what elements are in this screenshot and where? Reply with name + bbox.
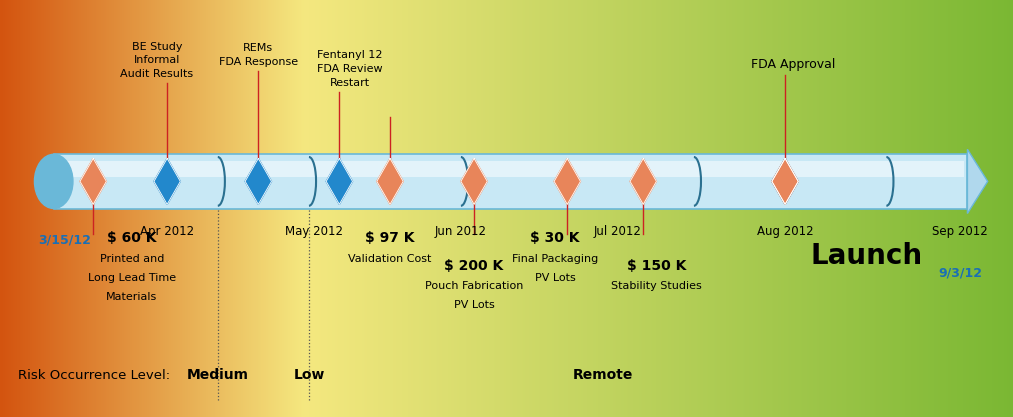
Polygon shape [772, 158, 798, 204]
Text: Long Lead Time: Long Lead Time [88, 273, 175, 283]
Text: REMs: REMs [243, 43, 274, 53]
Text: Aug 2012: Aug 2012 [757, 225, 813, 238]
Text: $ 97 K: $ 97 K [366, 231, 414, 246]
Text: PV Lots: PV Lots [454, 300, 494, 310]
Text: Apr 2012: Apr 2012 [140, 225, 194, 238]
Polygon shape [377, 158, 403, 204]
Text: FDA Response: FDA Response [219, 57, 298, 67]
Text: May 2012: May 2012 [285, 225, 343, 238]
Polygon shape [80, 158, 106, 204]
Bar [58, 161, 964, 177]
Text: Jul 2012: Jul 2012 [594, 225, 642, 238]
Text: FDA Approval: FDA Approval [751, 58, 836, 71]
Text: Final Packaging: Final Packaging [512, 254, 599, 264]
Text: $ 150 K: $ 150 K [627, 259, 686, 273]
Text: Jun 2012: Jun 2012 [435, 225, 487, 238]
Text: Medium: Medium [186, 368, 249, 382]
Polygon shape [554, 158, 580, 204]
Bar [54, 154, 967, 208]
Text: Stability Studies: Stability Studies [611, 281, 702, 291]
Text: $ 60 K: $ 60 K [107, 231, 156, 246]
Polygon shape [154, 158, 180, 204]
Text: Restart: Restart [329, 78, 370, 88]
Text: PV Lots: PV Lots [535, 273, 575, 283]
Text: Fentanyl 12: Fentanyl 12 [317, 50, 382, 60]
Text: Pouch Fabrication: Pouch Fabrication [424, 281, 524, 291]
Text: 9/3/12: 9/3/12 [938, 267, 983, 280]
Text: 3/15/12: 3/15/12 [38, 234, 91, 246]
Polygon shape [772, 158, 798, 204]
Text: FDA Review: FDA Review [317, 64, 382, 74]
Text: Informal: Informal [134, 55, 180, 65]
Text: Remote: Remote [572, 368, 633, 382]
Text: Validation Cost: Validation Cost [348, 254, 432, 264]
Text: BE Study: BE Study [132, 42, 182, 52]
Polygon shape [967, 149, 988, 214]
Text: Audit Results: Audit Results [121, 69, 193, 79]
Text: Risk Occurrence Level:: Risk Occurrence Level: [18, 369, 170, 382]
Polygon shape [326, 158, 353, 204]
Polygon shape [630, 158, 656, 204]
Text: Launch: Launch [810, 242, 922, 270]
Text: Printed and: Printed and [99, 254, 164, 264]
Polygon shape [245, 158, 271, 204]
Text: Materials: Materials [106, 292, 157, 302]
Ellipse shape [34, 154, 73, 208]
Text: $ 30 K: $ 30 K [531, 231, 579, 246]
Text: $ 200 K: $ 200 K [445, 259, 503, 273]
Polygon shape [461, 158, 487, 204]
Text: Low: Low [294, 368, 324, 382]
Text: Sep 2012: Sep 2012 [932, 225, 989, 238]
